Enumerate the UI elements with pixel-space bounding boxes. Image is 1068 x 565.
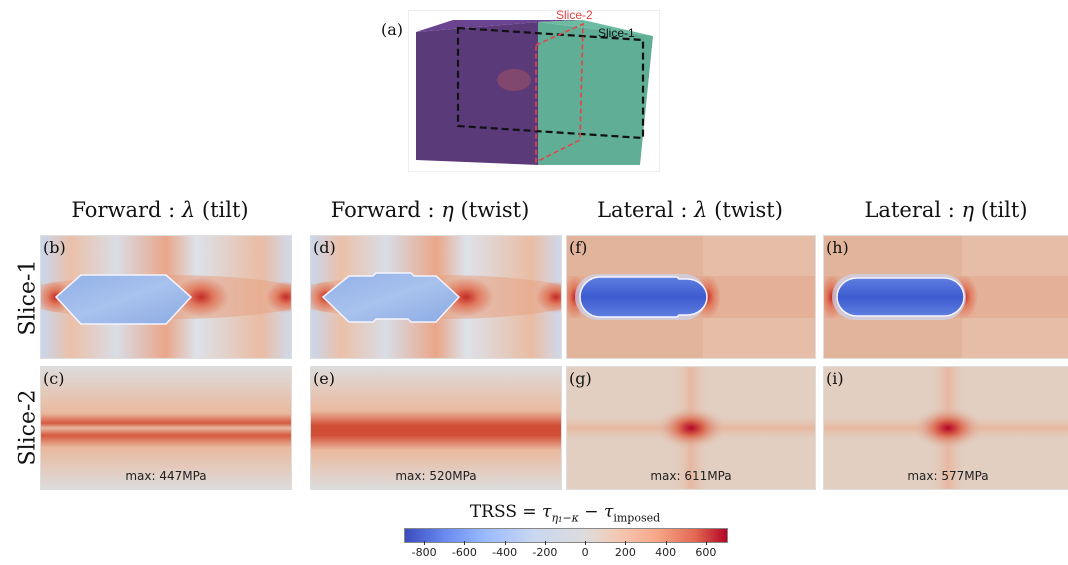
colorbar-tick-mark (424, 541, 426, 545)
panel-label-e: (e) (313, 369, 335, 388)
panel-i: (i) max: 577MPa (823, 366, 1068, 490)
panel-label-f: (f) (569, 238, 588, 257)
colorbar-tick-mark (504, 541, 506, 545)
slice-geometry-diagram: Slice-2 Slice-1 (408, 10, 660, 172)
panel-label-i: (i) (826, 369, 844, 388)
colorbar-tick-mark (665, 541, 667, 545)
colorbar-tick-mark (705, 541, 707, 545)
panel-e: (e) max: 520MPa (310, 366, 562, 490)
colorbar-tick-label: 0 (581, 546, 589, 559)
colorbar-tick-label: 600 (695, 546, 717, 559)
colorbar-tick-label: 200 (614, 546, 636, 559)
inclusion (497, 69, 531, 91)
right-block (538, 22, 653, 165)
colorbar-tick-label: -800 (411, 546, 437, 559)
slice2-label: Slice-2 (556, 10, 593, 22)
row-header-slice1: Slice-1 (15, 259, 41, 336)
panel-label-h: (h) (826, 238, 849, 257)
colorbar-tick-label: -200 (532, 546, 558, 559)
colorbar-tick-mark (625, 541, 627, 545)
colorbar-tick-mark (464, 541, 466, 545)
column-header-1: Forward : λ (tilt) (71, 198, 249, 222)
left-block (416, 22, 538, 165)
max-stress-label: max: 447MPa (125, 469, 207, 483)
colorbar-tick-mark (544, 541, 546, 545)
slice2-outline (535, 22, 584, 164)
colorbar-tick-label: 400 (655, 546, 677, 559)
dislocation-loop (836, 277, 965, 317)
colorbar-tick-label: -400 (492, 546, 518, 559)
panel-label-c: (c) (43, 369, 65, 388)
panel-label-g: (g) (569, 369, 592, 388)
panel-f: (f) (566, 235, 816, 359)
panel-label-a: (a) (381, 20, 404, 39)
max-stress-label: max: 520MPa (395, 469, 477, 483)
colorbar-tick-mark (585, 541, 587, 545)
panel-g: (g) max: 611MPa (566, 366, 816, 490)
column-header-3: Lateral : λ (twist) (597, 198, 783, 222)
panel-b: (b) (40, 235, 292, 359)
panel-c: (c) max: 447MPa (40, 366, 292, 490)
max-stress-label: max: 611MPa (650, 469, 732, 483)
top-face (416, 20, 583, 32)
column-header-4: Lateral : η (tilt) (864, 198, 1028, 222)
panel-label-d: (d) (313, 238, 336, 257)
panel-label-b: (b) (43, 238, 66, 257)
panel-d: (d) (310, 235, 562, 359)
dislocation-loop (579, 276, 708, 318)
slice1-label: Slice-1 (598, 26, 635, 40)
colorbar-title: TRSS = τη₁−κ − τimposed (469, 502, 661, 525)
colorbar-tick-label: -600 (451, 546, 477, 559)
row-header-slice2: Slice-2 (15, 389, 41, 466)
panel-h: (h) (823, 235, 1068, 359)
max-stress-label: max: 577MPa (907, 469, 989, 483)
column-header-2: Forward : η (twist) (330, 198, 530, 222)
dislocation-loop (54, 274, 193, 325)
colorbar (404, 528, 728, 543)
dislocation-loop (321, 272, 461, 323)
slice1-outline (456, 26, 645, 140)
